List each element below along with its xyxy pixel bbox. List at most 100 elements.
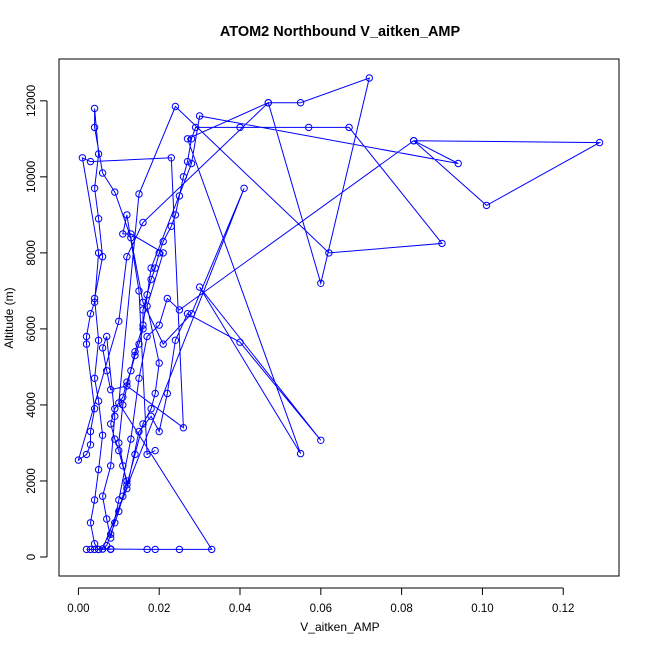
data-point bbox=[111, 188, 119, 196]
data-point bbox=[127, 230, 135, 238]
data-point bbox=[123, 378, 131, 386]
data-point bbox=[139, 298, 147, 306]
x-axis: 0.00 0.02 0.04 0.06 0.08 0.10 0.12 bbox=[67, 587, 574, 615]
data-point bbox=[94, 249, 103, 257]
data-point bbox=[98, 431, 107, 439]
data-point bbox=[98, 253, 107, 261]
data-point bbox=[155, 359, 163, 367]
data-point bbox=[123, 484, 131, 493]
data-point bbox=[296, 99, 305, 107]
data-point bbox=[240, 184, 248, 193]
data-point bbox=[98, 169, 107, 177]
data-point bbox=[171, 102, 180, 111]
data-point bbox=[123, 382, 131, 390]
data-point bbox=[111, 412, 119, 420]
data-point bbox=[86, 519, 95, 527]
data-point bbox=[195, 112, 204, 120]
data-point bbox=[595, 138, 604, 147]
data-point bbox=[119, 462, 127, 470]
data-point bbox=[143, 332, 151, 341]
data-point bbox=[82, 545, 91, 554]
data-point bbox=[123, 253, 131, 261]
y-tick-label: 0 bbox=[26, 554, 38, 560]
data-point bbox=[90, 405, 99, 413]
data-point bbox=[139, 218, 147, 227]
data-point bbox=[123, 211, 131, 219]
data-point bbox=[317, 436, 325, 444]
x-tick-label: 0.06 bbox=[310, 603, 332, 615]
data-point bbox=[115, 446, 123, 455]
data-point bbox=[90, 540, 99, 548]
data-point bbox=[135, 427, 143, 436]
data-point bbox=[107, 420, 115, 428]
data-point bbox=[187, 159, 196, 168]
data-point bbox=[236, 123, 244, 132]
data-point bbox=[86, 427, 95, 436]
y-tick-label: 4000 bbox=[26, 392, 38, 418]
data-point bbox=[90, 545, 99, 554]
x-tick-label: 0.00 bbox=[67, 603, 89, 615]
data-point bbox=[90, 184, 99, 193]
y-tick-label: 12000 bbox=[26, 85, 38, 117]
data-point bbox=[107, 530, 115, 538]
data-point bbox=[111, 519, 119, 527]
data-point bbox=[183, 135, 192, 143]
data-point bbox=[123, 477, 131, 485]
data-point bbox=[115, 317, 123, 325]
data-point bbox=[139, 321, 147, 329]
data-point bbox=[127, 234, 135, 242]
data-point bbox=[90, 496, 99, 504]
data-point bbox=[90, 294, 99, 303]
x-tick-label: 0.02 bbox=[148, 603, 170, 615]
data-point bbox=[183, 310, 192, 318]
data-point bbox=[86, 545, 95, 554]
data-point bbox=[135, 287, 143, 295]
data-point bbox=[191, 123, 200, 132]
data-point bbox=[107, 386, 115, 394]
data-point bbox=[410, 137, 418, 145]
data-point bbox=[131, 450, 139, 459]
data-point bbox=[187, 135, 196, 143]
data-point bbox=[115, 439, 123, 447]
y-tick-label: 6000 bbox=[26, 316, 38, 342]
data-point bbox=[131, 348, 139, 356]
data-point bbox=[151, 389, 159, 398]
data-point bbox=[151, 545, 159, 554]
data-point bbox=[155, 249, 163, 257]
data-point bbox=[175, 192, 184, 200]
data-point bbox=[107, 534, 115, 542]
x-tick-label: 0.08 bbox=[390, 603, 412, 615]
data-point bbox=[94, 545, 103, 554]
data-point bbox=[86, 441, 95, 449]
data-point bbox=[159, 249, 167, 257]
data-point bbox=[94, 465, 103, 474]
data-point bbox=[179, 173, 188, 181]
x-tick-label: 0.12 bbox=[552, 603, 574, 615]
data-point bbox=[103, 515, 111, 523]
data-point bbox=[94, 150, 103, 158]
data-point bbox=[139, 306, 147, 314]
data-point bbox=[175, 306, 184, 314]
data-point bbox=[151, 446, 159, 455]
y-axis: 0 2000 4000 6000 8000 10000 12000 bbox=[26, 85, 48, 560]
data-point bbox=[82, 450, 91, 459]
data-point bbox=[143, 450, 151, 459]
data-point bbox=[135, 340, 143, 348]
data-point bbox=[119, 492, 127, 500]
data-point bbox=[98, 545, 107, 553]
data-point bbox=[159, 237, 167, 246]
data-point bbox=[325, 249, 333, 257]
data-point bbox=[103, 367, 111, 375]
series-line bbox=[77, 77, 602, 550]
data-point bbox=[98, 344, 107, 352]
data-point bbox=[365, 74, 373, 82]
data-point bbox=[74, 456, 83, 464]
data-point bbox=[147, 275, 155, 284]
data-point bbox=[107, 545, 115, 553]
y-tick-label: 8000 bbox=[26, 240, 38, 266]
data-point bbox=[147, 412, 155, 420]
data-point bbox=[143, 302, 151, 310]
data-point bbox=[482, 201, 491, 210]
data-point bbox=[454, 159, 462, 168]
